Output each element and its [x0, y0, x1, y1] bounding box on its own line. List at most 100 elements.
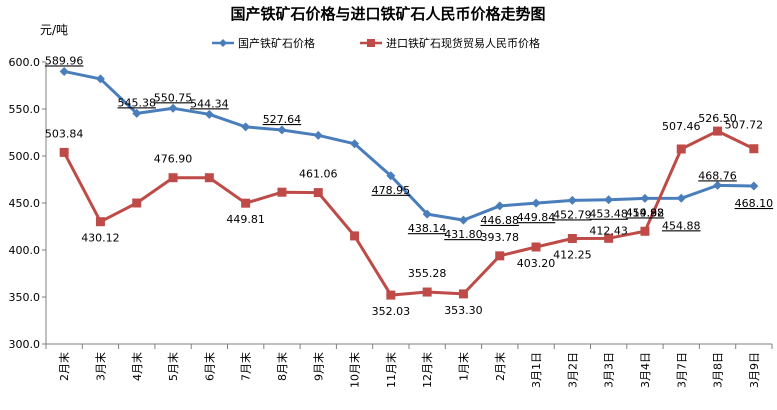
- data-label-domestic: 527.64: [263, 113, 302, 126]
- data-point-import: [422, 287, 432, 297]
- data-point-import: [713, 126, 723, 136]
- data-point-import: [313, 188, 323, 198]
- y-axis-unit: 元/吨: [40, 23, 68, 37]
- data-point-import: [168, 173, 178, 183]
- legend-marker-domestic: [219, 39, 227, 47]
- data-label-import: 461.06: [299, 168, 338, 181]
- data-point-domestic: [676, 193, 686, 203]
- data-point-domestic: [458, 215, 468, 225]
- data-point-import: [495, 251, 505, 261]
- y-tick-label: 500.0: [9, 150, 41, 163]
- data-label-domestic: 438.14: [408, 222, 447, 235]
- data-label-import: 355.28: [408, 267, 447, 280]
- x-tick-label: 7月末: [239, 352, 253, 381]
- data-point-domestic: [204, 109, 214, 119]
- data-point-domestic: [277, 125, 287, 135]
- x-tick-label: 2月末: [493, 352, 507, 381]
- data-label-import: 412.25: [553, 248, 592, 261]
- data-point-domestic: [313, 130, 323, 140]
- data-point-import: [676, 144, 686, 154]
- data-label-domestic: 550.75: [154, 91, 193, 104]
- data-point-domestic: [59, 66, 69, 76]
- data-label-domestic: 453.48: [589, 208, 628, 221]
- data-label-domestic: 454.88: [662, 219, 701, 232]
- x-tick-label: 11月末: [384, 352, 398, 388]
- x-axis-ticks: 2月末 3月末 4月末 5月末 6月末 7月末 8月末 9月末 10月末 11月末 12月末 1月末 2…: [45, 344, 773, 388]
- legend-item-import: 进口铁矿石现货贸易人民币价格: [360, 36, 540, 50]
- y-tick-label: 400.0: [9, 244, 41, 257]
- y-tick-label: 550.0: [9, 103, 41, 116]
- data-point-import: [567, 233, 577, 243]
- data-point-domestic: [422, 209, 432, 219]
- data-label-import: 419.92: [626, 206, 665, 219]
- legend-label-import: 进口铁矿石现货贸易人民币价格: [386, 36, 540, 50]
- data-point-import: [241, 198, 251, 208]
- x-tick-label: 6月末: [202, 352, 216, 381]
- x-tick-label: 8月末: [275, 352, 289, 381]
- data-point-import: [749, 144, 759, 154]
- data-label-import: 507.72: [725, 119, 764, 132]
- x-tick-label: 5月末: [166, 352, 180, 381]
- data-label-import: 430.12: [81, 232, 120, 245]
- data-point-domestic: [640, 193, 650, 203]
- x-tick-label: 2月末: [57, 352, 71, 381]
- x-tick-label: 3月7日: [675, 352, 688, 388]
- legend-marker-import: [367, 39, 375, 47]
- data-point-import: [59, 147, 69, 157]
- data-label-import: 403.20: [517, 257, 556, 270]
- x-tick-label: 1月末: [456, 352, 470, 381]
- x-tick-label: 12月末: [420, 352, 434, 388]
- y-axis-ticks: 300.0 350.0 400.0 450.0 500.0 550.0 600.0: [9, 56, 46, 351]
- data-label-import: 353.30: [444, 304, 483, 317]
- data-label-domestic: 452.79: [553, 208, 592, 221]
- y-tick-label: 600.0: [9, 56, 41, 69]
- x-tick-label: 3月1日: [530, 352, 543, 388]
- data-label-import: 476.90: [154, 153, 193, 166]
- data-label-import: 352.03: [372, 305, 411, 318]
- data-point-import: [531, 242, 541, 252]
- x-tick-label: 3月3日: [603, 352, 616, 388]
- y-tick-label: 350.0: [9, 291, 41, 304]
- data-point-domestic: [168, 103, 178, 113]
- data-point-domestic: [350, 139, 360, 149]
- series-line-1: [62, 129, 755, 297]
- data-point-domestic: [132, 108, 142, 118]
- data-label-domestic: 468.76: [698, 169, 737, 182]
- y-tick-label: 450.0: [9, 197, 41, 210]
- data-label-domestic: 589.96: [45, 54, 84, 67]
- data-label-domestic: 545.38: [118, 96, 157, 109]
- legend: 国产铁矿石价格 进口铁矿石现货贸易人民币价格: [212, 36, 540, 50]
- legend-item-domestic: 国产铁矿石价格: [212, 36, 315, 50]
- data-label-import: 526.50: [698, 112, 737, 125]
- data-label-domestic: 446.88: [481, 214, 520, 227]
- data-label-import: 449.81: [226, 213, 265, 226]
- x-tick-label: 3月4日: [639, 352, 652, 388]
- data-point-import: [132, 198, 142, 208]
- data-point-import: [95, 217, 105, 227]
- series-line-0: [63, 69, 754, 222]
- data-point-domestic: [95, 74, 105, 84]
- data-label-import: 503.84: [45, 127, 84, 140]
- data-point-import: [386, 290, 396, 300]
- data-point-domestic: [241, 122, 251, 132]
- data-label-import: 393.78: [481, 231, 520, 244]
- data-label-domestic: 478.95: [372, 184, 411, 197]
- data-label-import: 507.46: [662, 120, 701, 133]
- chart-title: 国产铁矿石价格与进口铁矿石人民币价格走势图: [230, 5, 545, 23]
- data-point-import: [604, 233, 614, 243]
- data-point-domestic: [531, 198, 541, 208]
- data-point-import: [458, 289, 468, 299]
- data-label-domestic: 468.10: [735, 197, 774, 210]
- x-tick-label: 3月9日: [748, 352, 761, 388]
- legend-label-domestic: 国产铁矿石价格: [238, 36, 315, 50]
- data-label-import: 412.43: [589, 224, 628, 237]
- data-point-domestic: [713, 180, 723, 190]
- x-tick-label: 3月末: [93, 352, 107, 381]
- data-point-domestic: [749, 181, 759, 191]
- data-point-import: [277, 187, 287, 197]
- x-tick-label: 3月8日: [712, 352, 725, 388]
- data-point-domestic: [386, 171, 396, 181]
- data-label-domestic: 454.88: [626, 206, 665, 219]
